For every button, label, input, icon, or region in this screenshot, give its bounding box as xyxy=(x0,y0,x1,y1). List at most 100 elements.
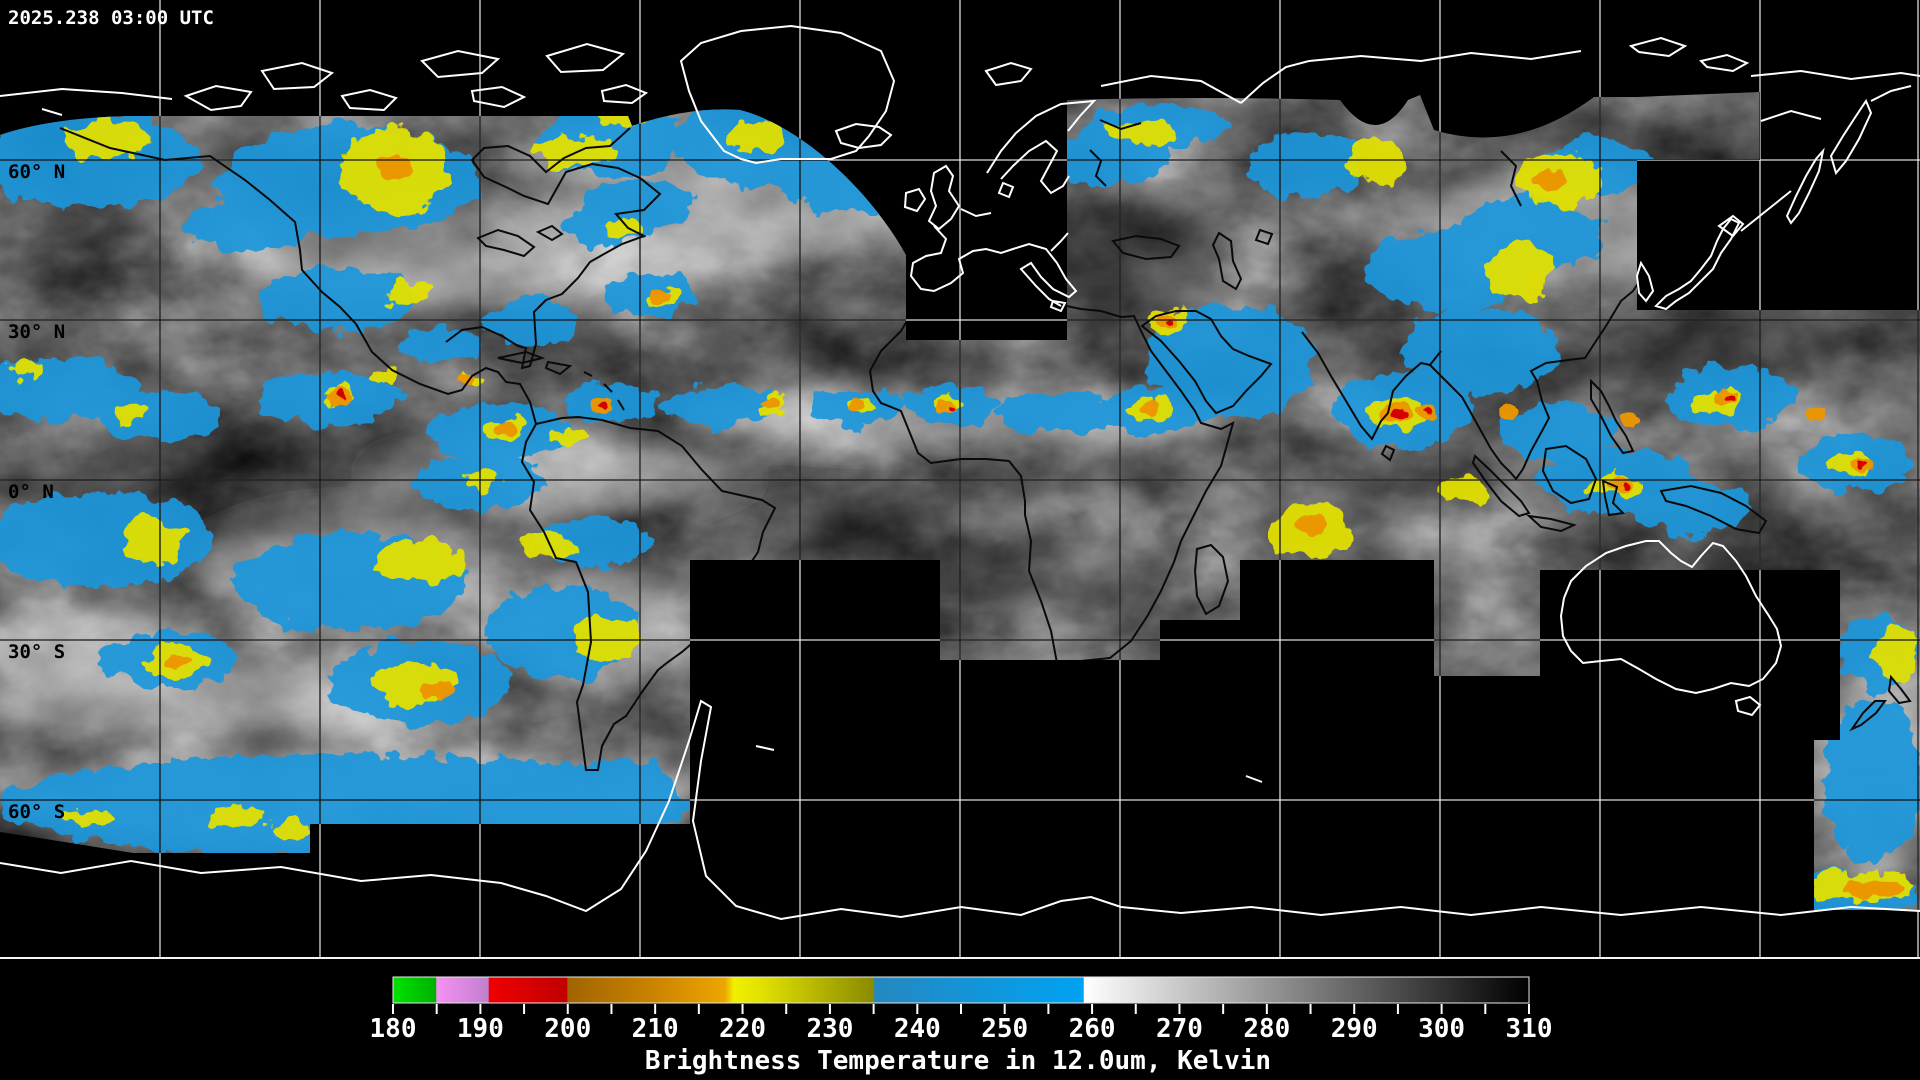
orange-cloud xyxy=(1499,405,1519,419)
colorbar-tick-label: 200 xyxy=(544,1014,591,1044)
yellow-cloud xyxy=(60,120,150,160)
red-cloud xyxy=(336,391,346,399)
coastline xyxy=(520,415,777,771)
orange-cloud xyxy=(1296,515,1326,535)
coastline xyxy=(1559,540,1783,717)
dark-clear-zone xyxy=(700,450,920,560)
orange-cloud xyxy=(1805,406,1825,420)
timestamp-label: 2025.238 03:00 UTC xyxy=(8,7,214,29)
colorbar-bar xyxy=(392,976,1530,1004)
yellow-cloud xyxy=(556,428,584,444)
coastline xyxy=(59,127,537,425)
orange-cloud xyxy=(494,423,518,437)
yellow-cloud xyxy=(574,616,638,660)
colorbar-tick-label: 190 xyxy=(457,1014,504,1044)
yellow-cloud xyxy=(384,282,432,306)
yellow-cloud xyxy=(1347,140,1407,184)
blue-cloud xyxy=(1245,132,1365,198)
coastline xyxy=(868,291,1235,665)
yellow-cloud xyxy=(1875,621,1919,685)
orange-cloud xyxy=(420,682,456,700)
coastline xyxy=(986,99,1097,199)
colorbar-tick-label: 300 xyxy=(1418,1014,1465,1044)
colorbar-tick-label: 310 xyxy=(1506,1014,1553,1044)
red-cloud-group xyxy=(336,320,1866,489)
yellow-cloud xyxy=(120,517,184,567)
colorbar-title: Brightness Temperature in 12.0um, Kelvin xyxy=(645,1046,1271,1076)
latitude-labels: 60° N 30° N 0° N 30° S 60° S xyxy=(8,161,65,823)
latitude-label: 30° S xyxy=(8,641,65,663)
colorbar-tick-label: 240 xyxy=(894,1014,941,1044)
yellow-cloud xyxy=(467,469,503,489)
coastline xyxy=(1301,331,1442,462)
red-cloud xyxy=(1622,483,1630,489)
orange-cloud xyxy=(763,398,781,410)
blue-cloud xyxy=(1145,305,1315,415)
coastline xyxy=(476,224,564,258)
yellow-cloud xyxy=(375,542,465,582)
latitude-label: 30° N xyxy=(8,321,65,343)
colorbar-tick-label: 290 xyxy=(1331,1014,1378,1044)
coastline xyxy=(445,127,662,370)
orange-cloud xyxy=(1139,401,1161,415)
coastline xyxy=(1471,378,1768,535)
orange-cloud xyxy=(1534,170,1566,190)
blue-cloud xyxy=(485,300,575,344)
colorbar-tick-label: 210 xyxy=(632,1014,679,1044)
latitude-label: 0° N xyxy=(8,481,54,503)
colorbar-tick-label: 180 xyxy=(370,1014,417,1044)
orange-cloud xyxy=(164,655,188,669)
coastline xyxy=(1849,674,1912,732)
yellow-cloud xyxy=(66,808,114,828)
orange-cloud xyxy=(1845,880,1905,898)
blue-cloud xyxy=(400,327,480,363)
red-cloud xyxy=(1392,410,1406,420)
data-region xyxy=(1637,92,1760,160)
orange-cloud xyxy=(377,156,413,180)
coastline xyxy=(1429,271,1655,481)
coastline xyxy=(1635,85,1912,311)
yellow-cloud xyxy=(1105,120,1175,144)
coastline xyxy=(1193,543,1230,616)
colorbar-tick-label: 230 xyxy=(806,1014,853,1044)
coastline xyxy=(984,36,1920,104)
yellow-cloud xyxy=(1485,242,1555,298)
orange-cloud xyxy=(848,398,866,410)
yellow-cloud xyxy=(1434,476,1486,506)
red-cloud xyxy=(1856,461,1866,469)
yellow-cloud xyxy=(214,807,266,829)
coastline xyxy=(0,699,1920,921)
colorbar-tick-label: 270 xyxy=(1156,1014,1203,1044)
coastline xyxy=(0,42,649,116)
blue-cloud xyxy=(1824,695,1920,865)
red-cloud xyxy=(1726,394,1736,402)
yellow-cloud xyxy=(14,360,46,378)
red-cloud xyxy=(1425,408,1433,414)
yellow-cloud xyxy=(602,218,638,238)
yellow-cloud xyxy=(371,369,393,383)
coastline xyxy=(679,24,896,165)
coastline xyxy=(1140,310,1273,415)
blue-cloud xyxy=(665,386,775,426)
colorbar: 180 190 200 210 220 230 240 250 260 270 280 290 300 3… xyxy=(370,976,1553,1044)
coastlines-on-data xyxy=(59,119,1912,771)
blue-cloud xyxy=(560,760,680,824)
colorbar-tick-label: 250 xyxy=(981,1014,1028,1044)
dark-clear-zone xyxy=(920,520,1200,610)
latitude-label: 60° N xyxy=(8,161,65,183)
yellow-cloud xyxy=(112,405,148,421)
red-cloud xyxy=(599,401,609,409)
colorbar-tick-label: 220 xyxy=(719,1014,766,1044)
coastline xyxy=(497,350,625,411)
colorbar-tick-label: 260 xyxy=(1069,1014,1116,1044)
yellow-cloud xyxy=(725,120,785,152)
orange-cloud xyxy=(1621,412,1639,426)
dark-clear-zone xyxy=(1560,295,1840,385)
latitude-label: 60° S xyxy=(8,801,65,823)
coastline xyxy=(1111,228,1274,291)
coastline xyxy=(834,122,893,150)
coastline xyxy=(1089,119,1522,207)
coastline xyxy=(909,208,1078,313)
